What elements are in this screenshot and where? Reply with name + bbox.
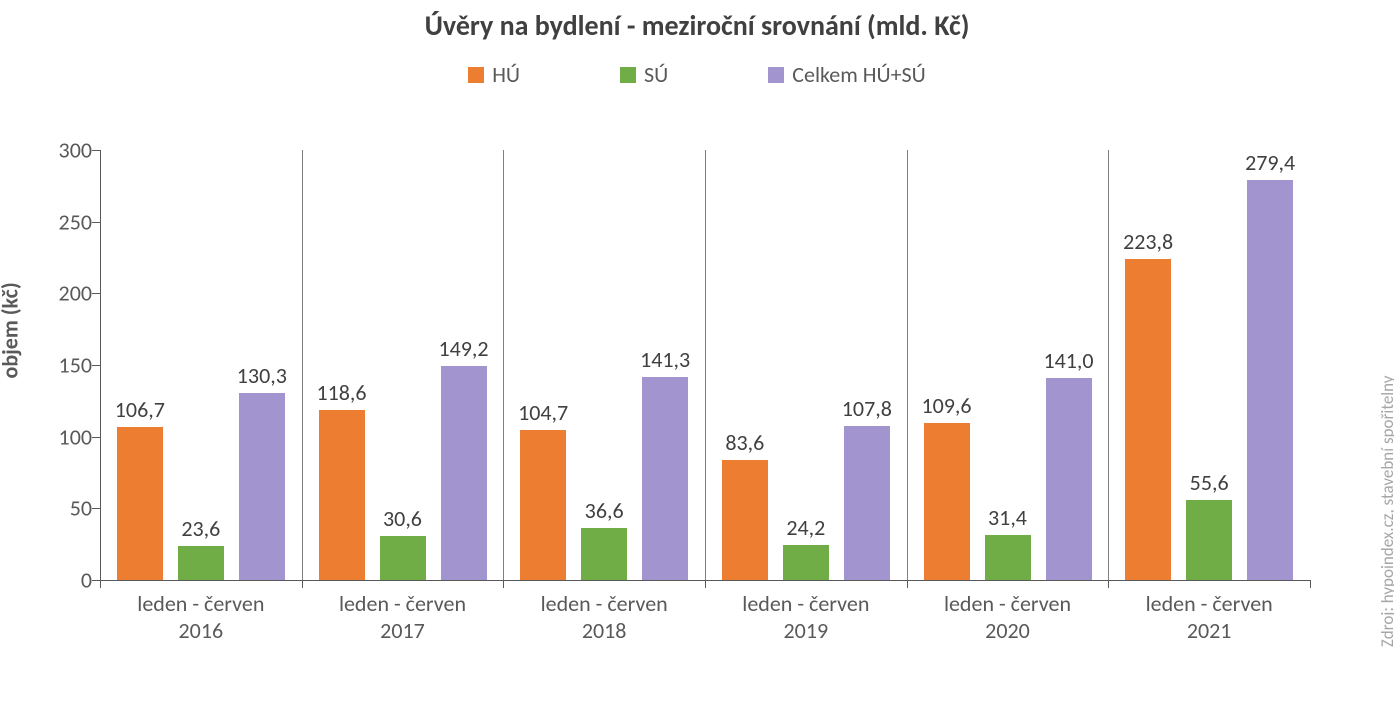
bar-value-label: 109,6 [912, 392, 982, 419]
y-axis-label: objem (kč) [0, 282, 24, 378]
y-tick-mark [92, 365, 100, 366]
bar [1125, 259, 1171, 580]
bar [441, 366, 487, 580]
legend-item: HÚ [468, 61, 520, 88]
y-tick-mark [92, 508, 100, 509]
chart-container: Úvěry na bydlení - meziroční srovnání (m… [0, 0, 1394, 714]
bar [844, 426, 890, 581]
bar-value-label: 24,2 [771, 514, 841, 541]
legend-swatch [620, 67, 636, 83]
bar-value-label: 30,6 [368, 505, 438, 532]
bar [380, 536, 426, 580]
bar [642, 377, 688, 580]
legend-item: SÚ [620, 61, 668, 88]
bar-value-label: 83,6 [710, 429, 780, 456]
bar-value-label: 141,0 [1034, 347, 1104, 374]
legend-label: Celkem HÚ+SÚ [792, 61, 926, 88]
bar [520, 430, 566, 580]
bar [1186, 500, 1232, 580]
x-tick-mark [302, 580, 303, 588]
bar [1247, 180, 1293, 580]
bar-value-label: 23,6 [166, 515, 236, 542]
y-tick-label: 0 [42, 567, 92, 594]
bar-value-label: 118,6 [307, 379, 377, 406]
y-tick-label: 150 [42, 352, 92, 379]
bar [1046, 378, 1092, 580]
bar-value-label: 130,3 [227, 362, 297, 389]
x-tick-mark [1310, 580, 1311, 588]
bar [985, 535, 1031, 580]
bar [783, 545, 829, 580]
group-divider [907, 150, 908, 580]
bar-value-label: 223,8 [1113, 228, 1183, 255]
source-text: Zdroj: hypoindex.cz, stavební spořitelny [1378, 376, 1394, 648]
bar-value-label: 149,2 [429, 335, 499, 362]
x-tick-mark [503, 580, 504, 588]
bar [319, 410, 365, 580]
y-axis-line [100, 150, 101, 580]
y-tick-mark [92, 293, 100, 294]
y-tick-label: 100 [42, 423, 92, 450]
x-category-label: leden - červen2021 [1108, 590, 1310, 644]
x-tick-mark [100, 580, 101, 588]
bar [178, 546, 224, 580]
bar [239, 393, 285, 580]
x-tick-mark [907, 580, 908, 588]
bar-value-label: 107,8 [832, 395, 902, 422]
y-tick-mark [92, 222, 100, 223]
x-tick-mark [705, 580, 706, 588]
bar-value-label: 31,4 [973, 504, 1043, 531]
bar-value-label: 55,6 [1174, 469, 1244, 496]
x-category-label: leden - červen2016 [100, 590, 302, 644]
group-divider [705, 150, 706, 580]
x-tick-mark [1108, 580, 1109, 588]
chart-title: Úvěry na bydlení - meziroční srovnání (m… [0, 0, 1394, 43]
bar-value-label: 106,7 [105, 396, 175, 423]
legend-label: SÚ [644, 61, 668, 88]
bar [722, 460, 768, 580]
y-tick-label: 200 [42, 280, 92, 307]
legend: HÚ SÚ Celkem HÚ+SÚ [0, 61, 1394, 88]
x-category-label: leden - červen2018 [503, 590, 705, 644]
bar-value-label: 141,3 [630, 346, 700, 373]
bar-value-label: 36,6 [569, 497, 639, 524]
legend-swatch [468, 67, 484, 83]
legend-label: HÚ [492, 61, 520, 88]
x-category-label: leden - červen2017 [302, 590, 504, 644]
legend-item: Celkem HÚ+SÚ [768, 61, 926, 88]
y-tick-label: 300 [42, 137, 92, 164]
group-divider [503, 150, 504, 580]
group-divider [302, 150, 303, 580]
bar [924, 423, 970, 580]
bar [117, 427, 163, 580]
y-tick-mark [92, 437, 100, 438]
y-tick-label: 50 [42, 495, 92, 522]
bar-value-label: 104,7 [508, 399, 578, 426]
y-tick-mark [92, 150, 100, 151]
y-tick-label: 250 [42, 208, 92, 235]
bar-value-label: 279,4 [1235, 149, 1305, 176]
x-category-label: leden - červen2020 [907, 590, 1109, 644]
bar [581, 528, 627, 580]
plot-area: 106,7 23,6 130,3 118,6 30,6 149,2 104,7 36,6 141… [100, 150, 1310, 580]
legend-swatch [768, 67, 784, 83]
y-tick-mark [92, 580, 100, 581]
x-category-label: leden - červen2019 [705, 590, 907, 644]
group-divider [1108, 150, 1109, 580]
